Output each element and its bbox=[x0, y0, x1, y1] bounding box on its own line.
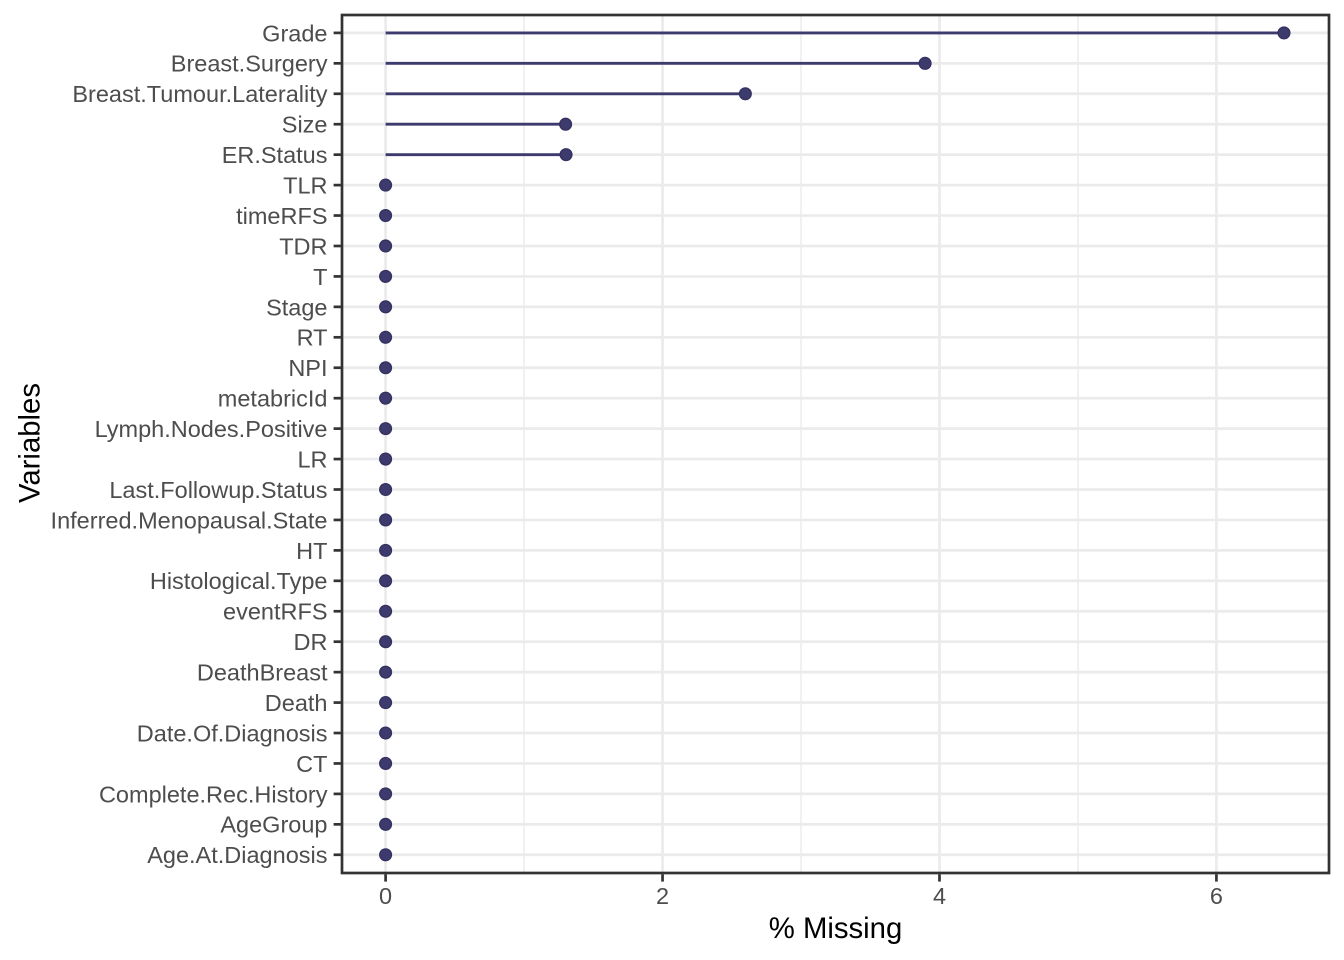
svg-text:Variables: Variables bbox=[13, 383, 46, 503]
svg-text:0: 0 bbox=[379, 883, 392, 909]
svg-text:DR: DR bbox=[294, 629, 328, 655]
svg-text:Grade: Grade bbox=[262, 20, 327, 46]
svg-text:4: 4 bbox=[933, 883, 946, 909]
svg-text:Lymph.Nodes.Positive: Lymph.Nodes.Positive bbox=[95, 416, 328, 442]
svg-text:timeRFS: timeRFS bbox=[236, 203, 327, 229]
svg-text:metabricId: metabricId bbox=[218, 386, 328, 412]
svg-text:Last.Followup.Status: Last.Followup.Status bbox=[109, 477, 327, 503]
svg-text:T: T bbox=[313, 264, 327, 290]
svg-text:Size: Size bbox=[282, 112, 328, 138]
svg-text:CT: CT bbox=[296, 751, 327, 777]
svg-text:TDR: TDR bbox=[279, 233, 327, 259]
svg-text:ER.Status: ER.Status bbox=[222, 142, 328, 168]
svg-text:LR: LR bbox=[297, 446, 327, 472]
svg-text:Age.At.Diagnosis: Age.At.Diagnosis bbox=[147, 842, 327, 868]
svg-text:6: 6 bbox=[1210, 883, 1223, 909]
svg-text:TLR: TLR bbox=[283, 173, 327, 199]
svg-text:Stage: Stage bbox=[266, 294, 327, 320]
svg-text:% Missing: % Missing bbox=[769, 912, 903, 945]
svg-text:RT: RT bbox=[297, 325, 328, 351]
svg-text:eventRFS: eventRFS bbox=[223, 599, 328, 625]
svg-text:Breast.Surgery: Breast.Surgery bbox=[171, 51, 328, 77]
svg-text:HT: HT bbox=[296, 538, 327, 564]
svg-text:Complete.Rec.History: Complete.Rec.History bbox=[99, 781, 328, 807]
svg-text:Breast.Tumour.Laterality: Breast.Tumour.Laterality bbox=[72, 81, 327, 107]
svg-text:DeathBreast: DeathBreast bbox=[197, 660, 328, 686]
svg-text:AgeGroup: AgeGroup bbox=[220, 812, 327, 838]
svg-text:NPI: NPI bbox=[288, 355, 327, 381]
svg-text:Death: Death bbox=[265, 690, 328, 716]
svg-text:Inferred.Menopausal.State: Inferred.Menopausal.State bbox=[51, 507, 328, 533]
svg-text:Histological.Type: Histological.Type bbox=[150, 568, 328, 594]
svg-text:2: 2 bbox=[656, 883, 669, 909]
svg-text:Date.Of.Diagnosis: Date.Of.Diagnosis bbox=[137, 720, 328, 746]
